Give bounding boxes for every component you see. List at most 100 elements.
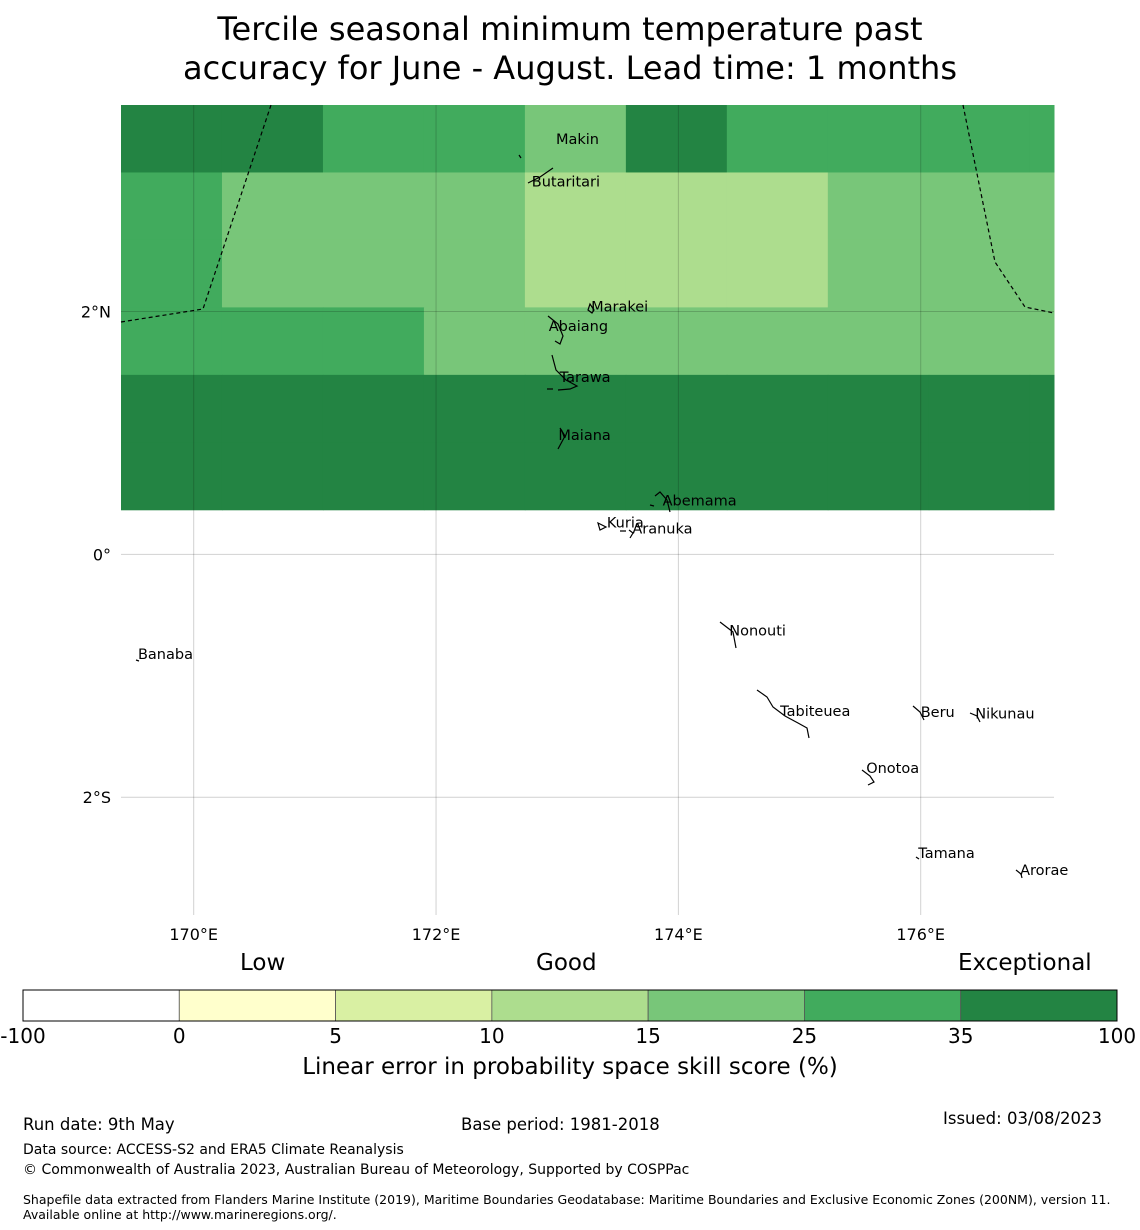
island-butaritari: [527, 167, 554, 184]
place-label: Tarawa: [559, 370, 611, 386]
y-tick-label: 2°N: [81, 302, 111, 321]
legend-category-good: Good: [536, 950, 597, 976]
colorbar-segment: [178, 989, 336, 1022]
colorbar-tick-label: 5: [329, 1024, 342, 1048]
skill-grid: [121, 105, 1055, 511]
grid-cell: [221, 239, 324, 308]
colorbar-segment: [335, 989, 493, 1022]
grid-cell: [726, 239, 829, 308]
legend-category-low: Low: [240, 950, 286, 976]
grid-cell: [1029, 307, 1055, 376]
y-tick-label: 2°S: [83, 788, 111, 807]
run-date: Run date: 9th May: [23, 1115, 175, 1134]
island-aranuka: [620, 529, 634, 539]
colorbar: [22, 989, 1118, 1022]
colorbar-tick-label: 35: [947, 1024, 974, 1048]
grid-cell: [221, 374, 324, 443]
colorbar-segment: [960, 989, 1118, 1022]
grid-cell: [423, 374, 526, 443]
place-label: Beru: [921, 705, 955, 721]
grid-cell: [827, 442, 930, 511]
place-label: Tabiteuea: [779, 704, 850, 720]
colorbar-segment: [647, 989, 805, 1022]
place-label: Banaba: [138, 647, 193, 663]
eez-boundary: [120, 104, 1055, 323]
island-arorae: [1015, 869, 1023, 879]
grid-cell: [221, 105, 324, 173]
grid-cell: [322, 172, 425, 241]
grid-cell: [1029, 374, 1055, 443]
grid-cell: [524, 442, 627, 511]
island-abemama-b: [649, 504, 655, 507]
grid-cell: [121, 374, 223, 443]
grid-cell: [322, 442, 425, 511]
grid-cell: [1029, 105, 1055, 173]
data-source: Data source: ACCESS-S2 and ERA5 Climate …: [23, 1142, 404, 1158]
grid-cell: [625, 442, 728, 511]
grid-cell: [221, 307, 324, 376]
y-tick-label: 0°: [93, 545, 111, 564]
place-label: Tamana: [917, 846, 974, 862]
colorbar-tick-label: -100: [0, 1024, 46, 1048]
grid-cell: [423, 172, 526, 241]
grid-cell: [322, 239, 425, 308]
colorbar-tick-label: 10: [479, 1024, 505, 1048]
chart-title: Tercile seasonal minimum temperature pas…: [0, 10, 1140, 88]
island-makin: [518, 154, 522, 159]
graticule: [121, 105, 1054, 915]
grid-cell: [827, 172, 930, 241]
colorbar-label: Linear error in probability space skill …: [302, 1054, 838, 1080]
grid-cell: [928, 105, 1031, 173]
place-label: Makin: [556, 132, 599, 148]
grid-cell: [827, 239, 930, 308]
colorbar-segment: [22, 989, 180, 1022]
grid-cell: [121, 239, 223, 308]
grid-cell: [827, 307, 930, 376]
grid-cell: [625, 307, 728, 376]
island-maiana: [557, 427, 566, 450]
grid-cell: [423, 307, 526, 376]
grid-cell: [121, 172, 223, 241]
island-abaiang: [547, 315, 564, 345]
grid-cell: [221, 442, 324, 511]
grid-cell: [1029, 239, 1055, 308]
island-tarawa: [551, 354, 579, 391]
grid-cell: [121, 442, 223, 511]
grid-cell: [423, 239, 526, 308]
legend-category-exceptional: Exceptional: [958, 950, 1092, 976]
eez-line-east: [962, 104, 1055, 314]
colorbar-frame: [22, 989, 1118, 1022]
colorbar-tick-label: 15: [635, 1024, 661, 1048]
colorbar-tick-label: 25: [791, 1024, 818, 1048]
grid-cell: [121, 105, 223, 173]
island-onotoa: [861, 769, 875, 786]
colorbar-tick-label: 100: [1097, 1024, 1137, 1048]
grid-cell: [524, 105, 627, 173]
base-period: Base period: 1981-2018: [461, 1115, 660, 1134]
place-label: Butaritari: [532, 174, 600, 190]
place-label: Marakei: [591, 299, 648, 315]
grid-cell: [423, 442, 526, 511]
shapefile-credit: Shapefile data extracted from Flanders M…: [23, 1192, 1111, 1222]
grid-cell: [726, 374, 829, 443]
grid-cell: [625, 105, 728, 173]
grid-cell: [322, 307, 425, 376]
island-kuria: [597, 521, 608, 531]
place-label: Abaiang: [549, 319, 608, 335]
grid-cell: [827, 374, 930, 443]
place-label: Nikunau: [975, 706, 1034, 722]
copyright: © Commonwealth of Australia 2023, Austra…: [23, 1162, 690, 1178]
grid-cell: [524, 307, 627, 376]
grid-cell: [524, 239, 627, 308]
grid-cell: [322, 374, 425, 443]
island-nonouti: [719, 621, 737, 649]
grid-cell: [726, 105, 829, 173]
x-tick-label: 176°E: [896, 925, 945, 944]
grid-cell: [928, 307, 1031, 376]
grid-cell: [423, 105, 526, 173]
place-label: Abemama: [663, 494, 737, 510]
x-tick-label: 172°E: [412, 925, 461, 944]
island-tabiteuea: [756, 689, 810, 739]
colorbar-tick-label: 0: [172, 1024, 186, 1048]
grid-cell: [625, 172, 728, 241]
